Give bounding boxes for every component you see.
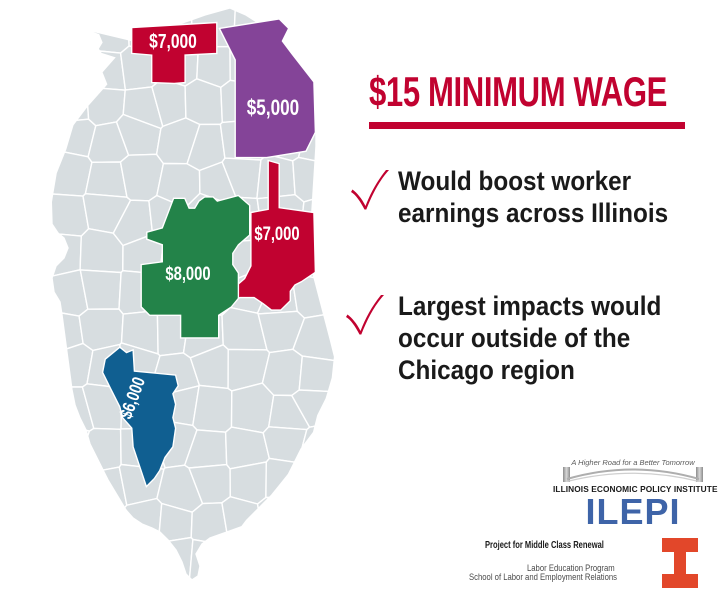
- svg-text:$8,000: $8,000: [165, 263, 210, 284]
- svg-text:$7,000: $7,000: [254, 223, 299, 244]
- svg-text:$5,000: $5,000: [247, 96, 299, 121]
- svg-text:$7,000: $7,000: [149, 30, 197, 52]
